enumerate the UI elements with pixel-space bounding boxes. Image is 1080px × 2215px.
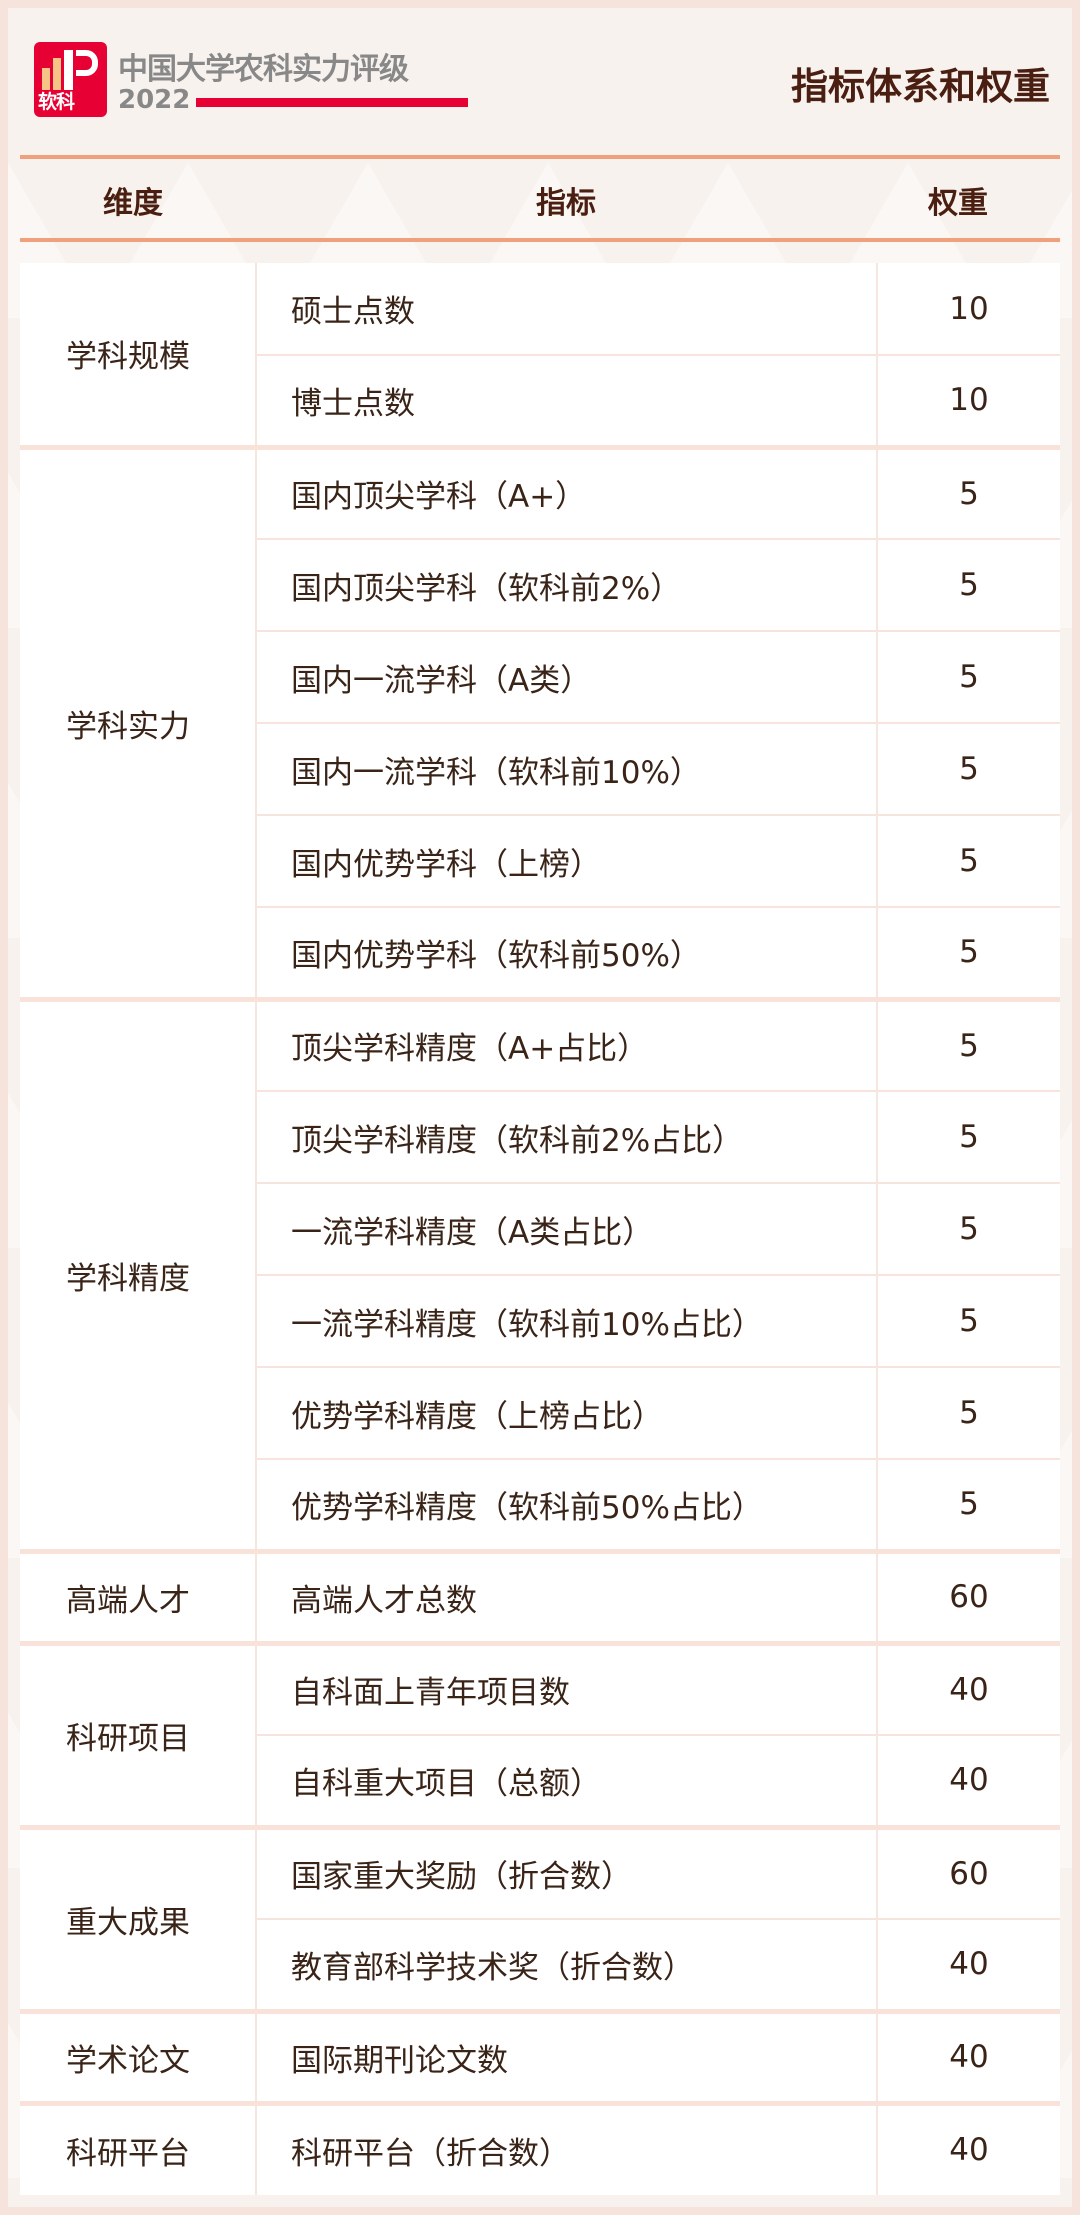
table-row: 自科重大项目（总额） 40 — [20, 1734, 1060, 1827]
page-title: 指标体系和权重 — [791, 65, 1050, 108]
weight-cell: 60 — [877, 1548, 1060, 1643]
weight-cell: 60 — [877, 1824, 1060, 1919]
dimension-cell: 学科实力 — [20, 444, 257, 999]
table-row: 国内优势学科（上榜） 5 — [20, 814, 1060, 907]
indicator-cell: 自科面上青年项目数 — [256, 1640, 878, 1735]
weight-cell: 10 — [877, 354, 1060, 447]
weight-cell: 40 — [877, 1918, 1060, 2011]
table-row: 国内一流学科（软科前10%） 5 — [20, 722, 1060, 815]
weight-cell: 10 — [949, 290, 989, 327]
table-row: 国内顶尖学科（软科前2%） 5 — [20, 538, 1060, 631]
table-row: 高端人才 高端人才总数 60 — [20, 1548, 1060, 1643]
table-row: 顶尖学科精度（软科前2%占比） 5 — [20, 1090, 1060, 1183]
table-row: 优势学科精度（上榜占比） 5 — [20, 1366, 1060, 1459]
indicator-cell: 国内优势学科（上榜） — [256, 814, 878, 907]
indicator-cell: 国内顶尖学科（A+） — [256, 444, 878, 539]
weight-cell: 5 — [877, 814, 1060, 907]
indicator-cell: 国际期刊论文数 — [256, 2008, 878, 2103]
brand-underline — [196, 98, 468, 107]
table-row: 国内优势学科（软科前50%） 5 — [20, 906, 1060, 999]
dimension-cell: 学术论文 — [20, 2008, 257, 2103]
weight-cell: 5 — [877, 538, 1060, 631]
dimension-cell: 重大成果 — [20, 1824, 257, 2011]
weight-cell: 40 — [877, 2008, 1060, 2103]
header-bottom-rule — [20, 238, 1060, 242]
indicator-cell: 顶尖学科精度（软科前2%占比） — [256, 1090, 878, 1183]
column-header-weight: 权重 — [928, 186, 988, 221]
brand-year: 2022 — [118, 85, 191, 115]
column-header-dimension: 维度 — [103, 186, 163, 221]
indicator-cell: 博士点数 — [256, 354, 878, 447]
table-row: 学科规模 硕士点数 10 — [20, 263, 1060, 447]
indicator-cell: 硕士点数 — [256, 263, 878, 355]
indicator-cell: 高端人才总数 — [256, 1548, 878, 1643]
indicator-cell: 国家重大奖励（折合数） — [256, 1824, 878, 1919]
table-row: 学术论文 国际期刊论文数 40 — [20, 2008, 1060, 2103]
weight-cell: 5 — [877, 630, 1060, 723]
table-row: 国内一流学科（A类） 5 — [20, 630, 1060, 723]
dimension-cell: 科研平台 — [20, 2100, 257, 2195]
dimension-cell: 高端人才 — [20, 1548, 257, 1643]
softscience-logo: 软科 — [34, 42, 107, 117]
indicator-cell: 一流学科精度（软科前10%占比） — [256, 1274, 878, 1367]
indicator-cell: 国内优势学科（软科前50%） — [256, 906, 878, 999]
header-top-rule — [20, 155, 1060, 159]
weight-cell: 5 — [877, 906, 1060, 999]
weight-cell: 5 — [877, 1366, 1060, 1459]
indicator-table: 学科规模 硕士点数 10 博士点数 10 学科实力 国内顶尖学科（A+） 5 国内顶尖学科（软科… — [20, 263, 1060, 2195]
indicator-cell: 自科重大项目（总额） — [256, 1734, 878, 1827]
table-row: 一流学科精度（A类占比） 5 — [20, 1182, 1060, 1275]
weight-cell: 40 — [877, 1640, 1060, 1735]
weight-cell: 5 — [877, 996, 1060, 1091]
weight-cell: 5 — [877, 444, 1060, 539]
indicator-cell: 一流学科精度（A类占比） — [256, 1182, 878, 1275]
indicator-cell: 科研平台（折合数） — [256, 2100, 878, 2195]
table-row: 科研项目 自科面上青年项目数 40 — [20, 1640, 1060, 1827]
weight-cell: 40 — [877, 2100, 1060, 2195]
logo-text: 软科 — [38, 91, 75, 113]
table-row: 重大成果 国家重大奖励（折合数） 60 — [20, 1824, 1060, 2011]
weight-cell: 5 — [877, 1090, 1060, 1183]
table-row: 博士点数 10 — [20, 354, 1060, 447]
weight-cell: 5 — [877, 1274, 1060, 1367]
brand-title: 中国大学农科实力评级 — [118, 52, 409, 87]
indicator-cell: 优势学科精度（上榜占比） — [256, 1366, 878, 1459]
weight-cell: 5 — [877, 722, 1060, 815]
indicator-cell: 优势学科精度（软科前50%占比） — [256, 1458, 878, 1551]
indicator-cell: 顶尖学科精度（A+占比） — [256, 996, 878, 1091]
dimension-cell: 科研项目 — [20, 1640, 257, 1827]
indicator-cell: 教育部科学技术奖（折合数） — [256, 1918, 878, 2011]
table-row: 教育部科学技术奖（折合数） 40 — [20, 1918, 1060, 2011]
dimension-cell: 学科规模 — [20, 263, 257, 447]
table-row: 一流学科精度（软科前10%占比） 5 — [20, 1274, 1060, 1367]
weight-cell: 5 — [877, 1182, 1060, 1275]
indicator-cell: 国内一流学科（A类） — [256, 630, 878, 723]
dimension-cell: 学科精度 — [20, 996, 257, 1551]
indicator-cell: 国内顶尖学科（软科前2%） — [256, 538, 878, 631]
table-row: 科研平台 科研平台（折合数） 40 — [20, 2100, 1060, 2195]
table-row: 优势学科精度（软科前50%占比） 5 — [20, 1458, 1060, 1551]
indicator-cell: 国内一流学科（软科前10%） — [256, 722, 878, 815]
table-row: 学科实力 国内顶尖学科（A+） 5 — [20, 444, 1060, 999]
weight-cell: 5 — [877, 1458, 1060, 1551]
table-row: 学科精度 顶尖学科精度（A+占比） 5 — [20, 996, 1060, 1551]
column-header-indicator: 指标 — [536, 186, 596, 221]
weight-cell: 40 — [877, 1734, 1060, 1827]
